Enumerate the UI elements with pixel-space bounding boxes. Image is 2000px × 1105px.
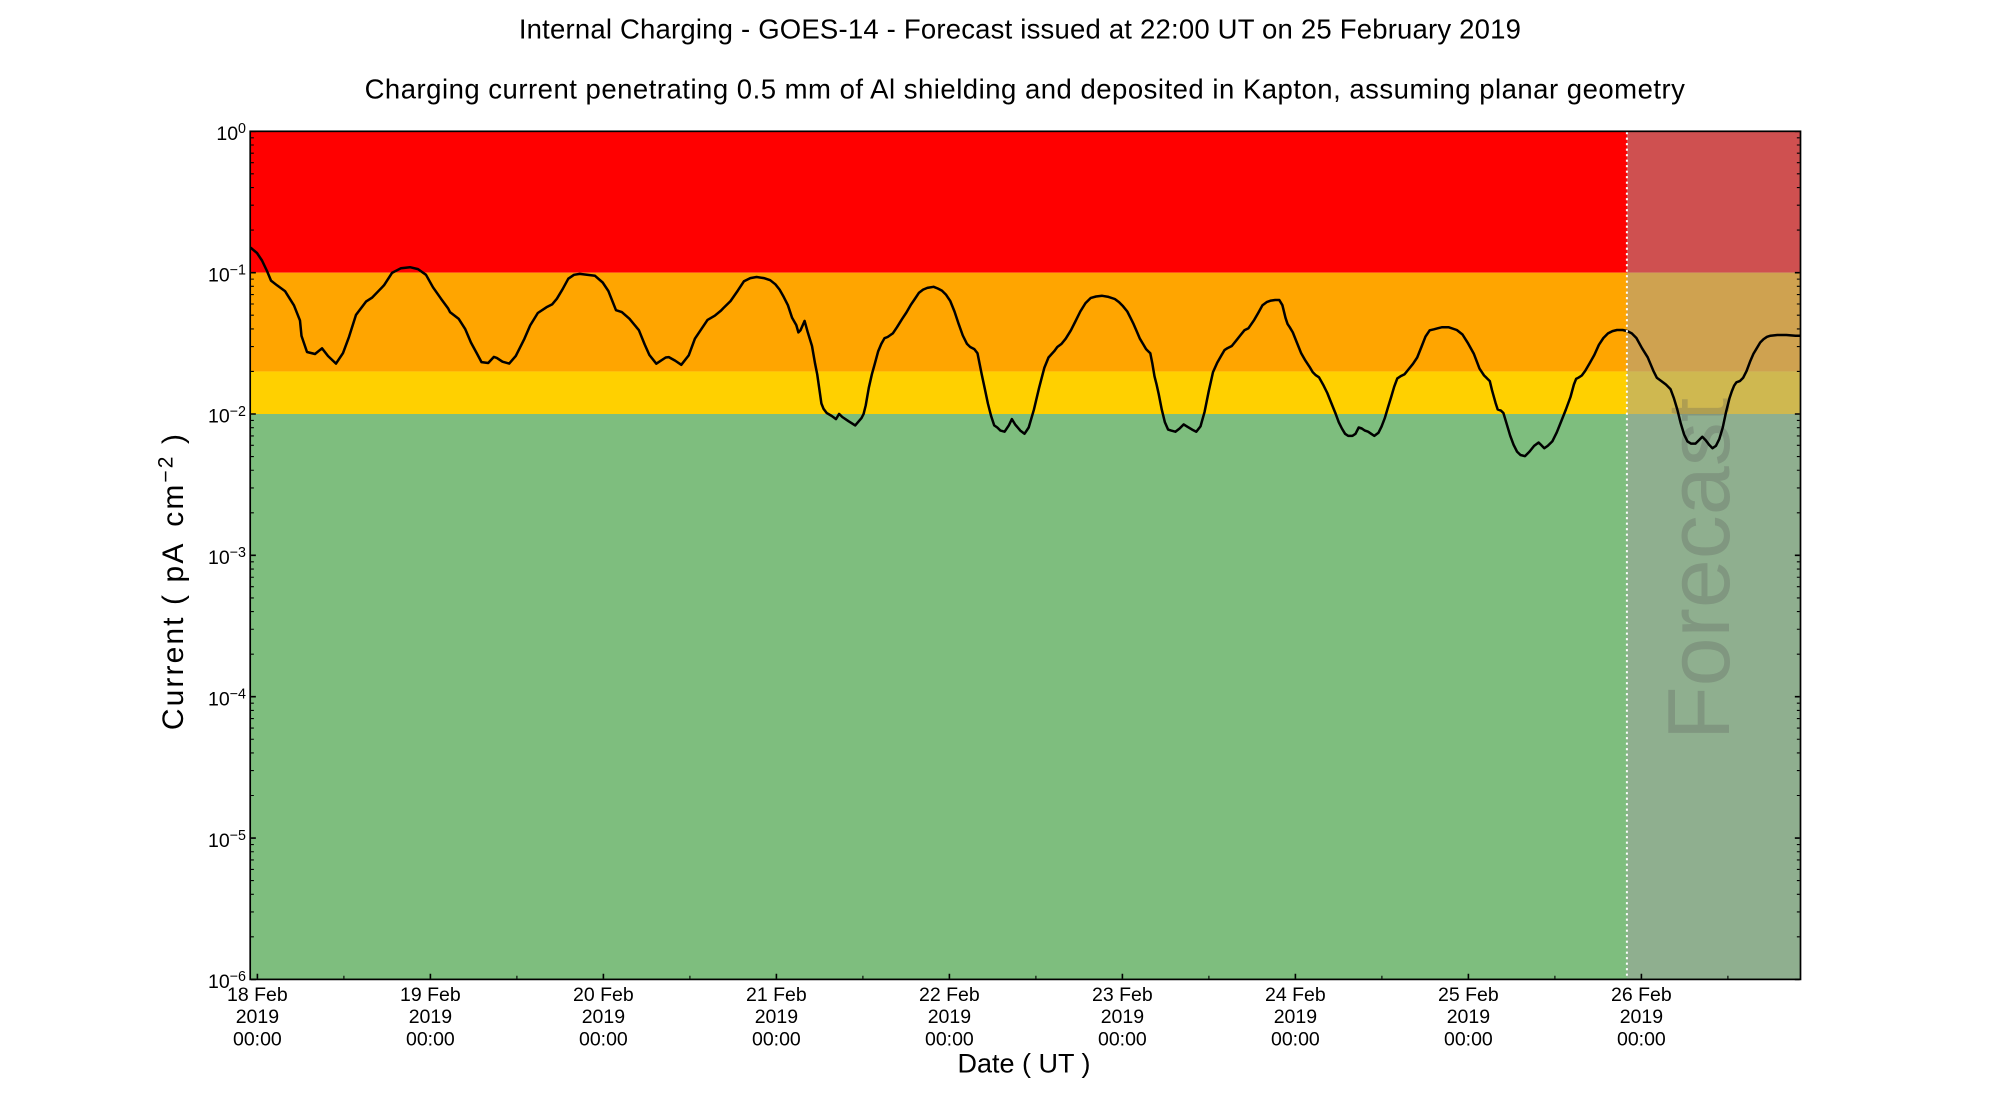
svg-text:100: 100 xyxy=(216,121,246,145)
svg-text:10−4: 10−4 xyxy=(208,687,246,711)
svg-text:Current ( pA cm−2 ): Current ( pA cm−2 ) xyxy=(155,432,191,730)
svg-text:Internal Charging - GOES-14 -: Internal Charging - GOES-14 - Forecast i… xyxy=(519,14,1521,45)
svg-text:Forecast: Forecast xyxy=(1649,398,1748,740)
svg-text:10−1: 10−1 xyxy=(208,262,246,286)
svg-text:10−3: 10−3 xyxy=(208,545,246,569)
svg-text:10−2: 10−2 xyxy=(208,404,246,428)
svg-text:Charging current penetrating 0: Charging current penetrating 0.5 mm of A… xyxy=(365,74,1686,105)
svg-text:10−5: 10−5 xyxy=(208,828,246,852)
svg-text:Date ( UT ): Date ( UT ) xyxy=(957,1049,1090,1079)
